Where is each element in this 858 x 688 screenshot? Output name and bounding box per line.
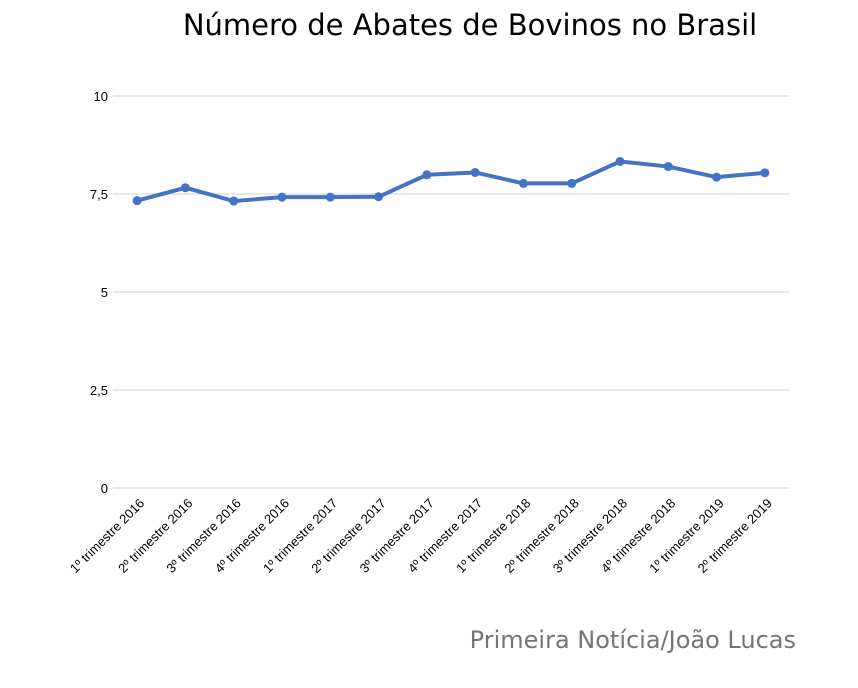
data-point (615, 156, 625, 166)
data-point (760, 168, 770, 178)
data-point (132, 196, 142, 206)
data-point (180, 183, 190, 193)
y-tick-label: 7,5 (90, 187, 108, 202)
data-point (325, 192, 335, 202)
data-point (229, 196, 239, 206)
y-tick-label: 5 (101, 285, 108, 300)
credit-text: Primeira Notícia/João Lucas (469, 626, 796, 654)
data-point (567, 178, 577, 188)
data-point (663, 162, 673, 172)
data-point (422, 170, 432, 180)
data-point (518, 178, 528, 188)
y-tick-label: 10 (94, 89, 108, 104)
y-tick-label: 0 (101, 481, 108, 496)
data-point (374, 192, 384, 202)
data-point (470, 167, 480, 177)
chart-title: Número de Abates de Bovinos no Brasil (182, 8, 758, 42)
series-line (136, 159, 766, 204)
data-point (712, 172, 722, 182)
data-point (277, 192, 287, 202)
y-tick-label: 2,5 (90, 383, 108, 398)
